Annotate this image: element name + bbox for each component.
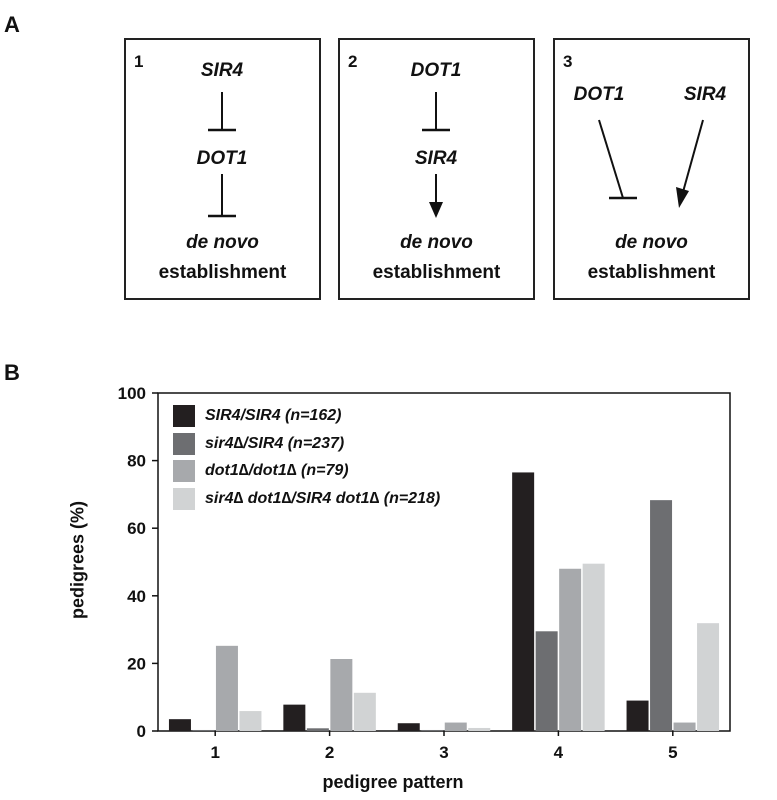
model-3-box: 3 DOT1 SIR4 de novo establishment: [553, 38, 750, 300]
panel-b-letter: B: [4, 360, 20, 385]
model-3-outcome-text: establishment: [587, 262, 716, 283]
bar-3-pattern-2: [330, 659, 353, 731]
model-2-mid-gene: SIR4: [414, 148, 458, 169]
model-2-outcome-italic: de novo: [400, 232, 473, 253]
bar-2-pattern-4: [535, 631, 558, 731]
bar-2-pattern-3: [421, 729, 444, 731]
legend-item: sir4∆/SIR4 (n=237): [173, 432, 345, 455]
bar-2-pattern-2: [306, 728, 329, 731]
y-tick-label: 100: [118, 384, 146, 403]
x-tick-label: 4: [554, 743, 564, 762]
bar-4-pattern-5: [697, 623, 720, 731]
bar-1-pattern-1: [168, 719, 191, 731]
model-1-number: 1: [134, 52, 144, 71]
model-3-outcome: de novo establishment: [555, 228, 748, 288]
legend-item: dot1∆/dot1∆ (n=79): [173, 460, 349, 482]
bar-4-pattern-3: [468, 727, 491, 731]
bar-3-pattern-1: [215, 645, 238, 731]
model-3-arrows: [598, 119, 704, 208]
bar-3-pattern-4: [559, 568, 582, 731]
y-tick-label: 60: [127, 519, 146, 538]
bar-4-pattern-2: [353, 692, 376, 731]
bar-1-pattern-5: [626, 700, 649, 731]
model-3-activate: [682, 119, 704, 193]
model-3-number: 3: [563, 52, 573, 71]
bar-1-pattern-2: [283, 704, 306, 731]
bar-3-pattern-5: [673, 722, 696, 731]
model-3-right-gene: SIR4: [683, 84, 727, 105]
model-3-inhibit: [598, 119, 624, 199]
model-1-outcome: de novo establishment: [126, 228, 319, 288]
bar-3-pattern-3: [444, 722, 467, 731]
model-1-top-gene: SIR4: [200, 60, 244, 81]
model-2-number: 2: [348, 52, 358, 71]
x-axis-label: pedigree pattern: [322, 772, 464, 792]
legend-label: sir4∆/SIR4 (n=237): [205, 434, 345, 452]
legend-label: dot1∆/dot1∆ (n=79): [205, 462, 349, 479]
legend-label: SIR4/SIR4 (n=162): [205, 407, 342, 424]
model-2-top-gene: DOT1: [410, 60, 462, 81]
x-tick-label: 3: [439, 743, 448, 762]
model-3-outcome-italic: de novo: [615, 232, 688, 253]
model-2-arrows: [422, 92, 450, 218]
model-3-left-gene: DOT1: [573, 84, 625, 105]
x-tick-label: 2: [325, 743, 334, 762]
x-tick-label: 5: [668, 743, 677, 762]
bar-2-pattern-5: [650, 500, 673, 731]
bar-4-pattern-4: [582, 563, 605, 731]
model-1-mid-gene: DOT1: [196, 148, 248, 169]
bar-2-pattern-1: [192, 729, 215, 731]
legend-swatch: [173, 405, 195, 427]
legend-swatch: [173, 432, 195, 455]
bar-4-pattern-1: [239, 711, 262, 731]
y-axis-label: pedigrees (%): [67, 500, 88, 620]
model-2-box: 2 DOT1 SIR4 de novo establishment: [338, 38, 535, 300]
legend-item: sir4∆ dot1∆/SIR4 dot1∆ (n=218): [173, 487, 441, 510]
bar-1-pattern-4: [512, 472, 535, 731]
bar-1-pattern-3: [397, 723, 420, 731]
model-1-outcome-text: establishment: [158, 262, 287, 283]
legend-swatch: [173, 487, 195, 510]
legend-label: sir4∆ dot1∆/SIR4 dot1∆ (n=218): [205, 489, 441, 507]
model-2-outcome-text: establishment: [372, 262, 501, 283]
y-tick-label: 40: [127, 587, 146, 606]
y-tick-label: 20: [127, 654, 146, 673]
legend-item: SIR4/SIR4 (n=162): [173, 405, 342, 427]
model-1-arrows: [208, 92, 236, 218]
model-1-box: 1 SIR4 DOT1 de novo establishment: [124, 38, 321, 300]
y-tick-label: 80: [127, 452, 146, 471]
model-1-outcome-italic: de novo: [186, 232, 259, 253]
panel-a-letter: A: [4, 12, 20, 37]
model-2-outcome: de novo establishment: [340, 228, 533, 288]
legend-swatch: [173, 460, 195, 482]
y-tick-label: 0: [137, 722, 146, 741]
x-tick-label: 1: [210, 743, 219, 762]
